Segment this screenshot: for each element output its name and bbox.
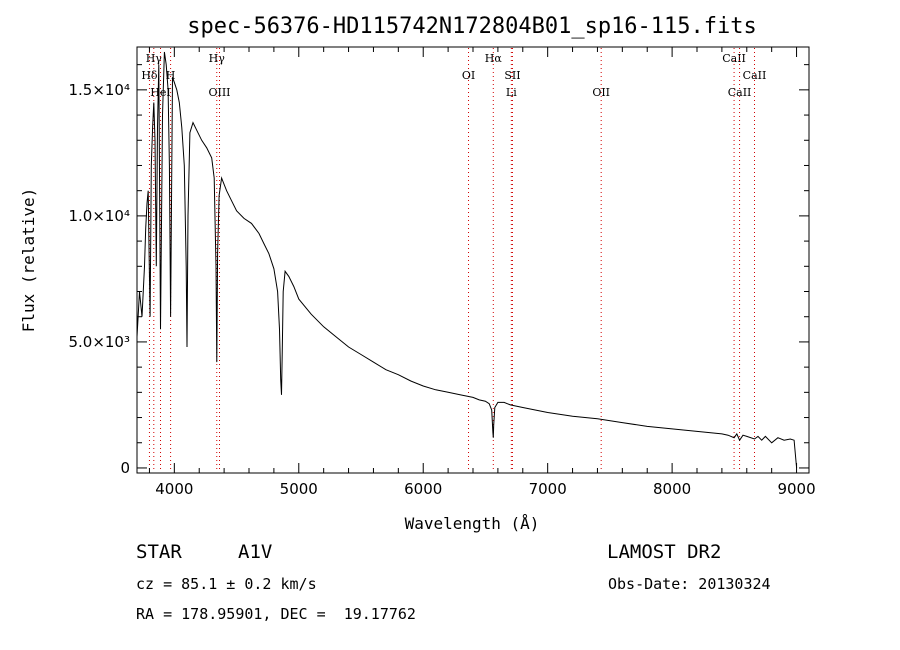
- y-tick-label: 1.5×10⁴: [68, 81, 130, 99]
- x-tick-label: 9000: [777, 480, 815, 498]
- y-tick-label: 0: [120, 459, 130, 477]
- marker-label-7: OI: [462, 69, 475, 82]
- x-tick-label: 5000: [280, 480, 318, 498]
- marker-label-13: CaII: [728, 86, 752, 99]
- spectral-subclass: A1V: [238, 541, 273, 563]
- spectral-line-markers: Hγ Hδ H HeI Hγ OIII Hα OI SII Li OII CaII CaII CaII: [141, 48, 766, 472]
- x-axis: 4000 5000 6000 7000 8000 9000: [148, 47, 816, 498]
- spectrum-line: [136, 51, 798, 469]
- marker-label-11: CaII: [722, 52, 746, 65]
- survey-name: LAMOST DR2: [607, 541, 722, 563]
- y-axis-label: Flux (relative): [19, 188, 38, 333]
- obs-date-text: Obs-Date: 20130324: [608, 575, 771, 593]
- marker-label-9: Li: [506, 86, 517, 99]
- marker-label-0: Hγ: [146, 52, 163, 65]
- marker-label-4: Hγ: [209, 52, 226, 65]
- chart-title: spec-56376-HD115742N172804B01_sp16-115.f…: [187, 14, 757, 39]
- marker-label-6: Hα: [485, 52, 503, 65]
- y-axis: 0 5.0×10³ 1.0×10⁴ 1.5×10⁴: [68, 64, 809, 477]
- marker-label-1: Hδ: [141, 69, 158, 82]
- marker-label-2: H: [166, 69, 176, 82]
- y-tick-label: 1.0×10⁴: [68, 207, 130, 225]
- marker-label-10: OII: [592, 86, 610, 99]
- y-tick-label: 5.0×10³: [68, 333, 130, 351]
- object-class: STAR: [136, 541, 182, 563]
- marker-label-12: CaII: [743, 69, 767, 82]
- x-tick-label: 8000: [653, 480, 691, 498]
- marker-label-5: OIII: [208, 86, 230, 99]
- coordinates-text: RA = 178.95901, DEC = 19.17762: [136, 605, 416, 623]
- x-axis-label: Wavelength (Å): [405, 514, 540, 533]
- marker-label-8: SII: [504, 69, 520, 82]
- redshift-text: cz = 85.1 ± 0.2 km/s: [136, 575, 317, 593]
- x-tick-label: 7000: [529, 480, 567, 498]
- plot-frame: [136, 46, 810, 474]
- marker-label-3: HeI: [150, 86, 170, 99]
- x-tick-label: 4000: [155, 480, 193, 498]
- x-tick-label: 6000: [404, 480, 442, 498]
